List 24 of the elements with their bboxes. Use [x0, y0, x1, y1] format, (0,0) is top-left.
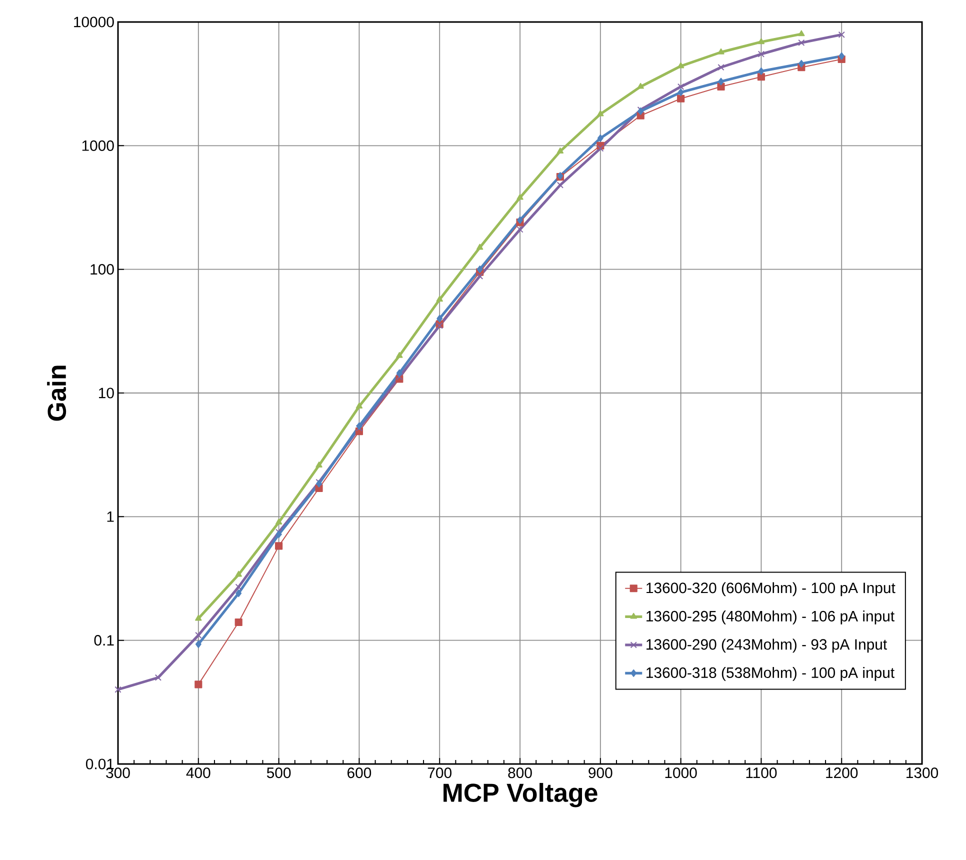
x-tick-label: 800	[508, 768, 532, 778]
y-tick-label: 10000	[74, 16, 114, 28]
x-tick-label: 700	[428, 768, 452, 778]
y-tick-label: 10	[99, 388, 114, 398]
legend-label: 13600-318 (538Mohm) - 100 pA input	[646, 667, 894, 681]
y-axis-title: Gain	[47, 366, 66, 421]
legend-label: 13600-290 (243Mohm) - 93 pA Input	[646, 638, 888, 653]
y-tick-label: 1000	[82, 140, 114, 151]
x-tick-label: 1100	[746, 768, 777, 778]
x-tick-label: 1200	[826, 768, 858, 778]
x-tick-label: 1300	[906, 768, 938, 778]
legend-label: 13600-320 (606Mohm) - 100 pA Input	[646, 582, 896, 596]
x-tick-label: 300	[106, 768, 130, 778]
y-tick-label: 100	[90, 264, 114, 275]
x-axis-title: MCP Voltage	[444, 782, 598, 808]
x-tick-label: 600	[348, 768, 372, 778]
x-tick-label: 400	[186, 768, 210, 778]
x-tick-label: 900	[588, 768, 612, 778]
legend-label: 13600-295 (480Mohm) - 106 pA input	[646, 610, 894, 624]
x-tick-label: 1000	[665, 768, 697, 778]
y-tick-label: 1	[107, 512, 114, 522]
y-tick-label: 0.1	[94, 635, 114, 646]
y-tick-label: 0.01	[86, 758, 114, 770]
x-tick-label: 500	[266, 768, 291, 778]
